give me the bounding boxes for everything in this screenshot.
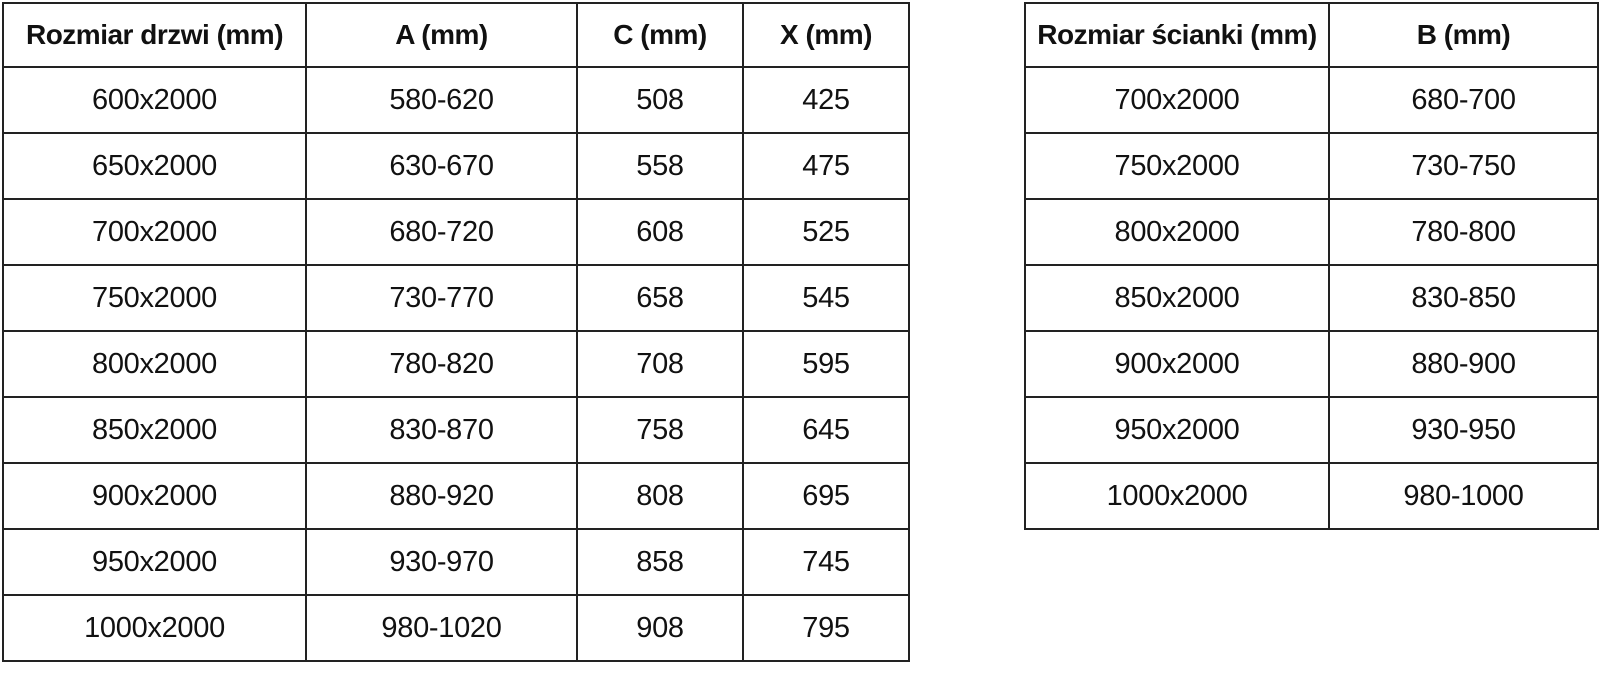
table-cell: 800x2000 xyxy=(1024,198,1330,266)
table-cell: 595 xyxy=(742,330,910,398)
table-cell: 908 xyxy=(576,594,744,662)
table-row: 650x2000 630-670 558 475 xyxy=(2,132,910,200)
table-cell: 630-670 xyxy=(305,132,578,200)
wall-table-body: 700x2000 680-700 750x2000 730-750 800x2000 78… xyxy=(1024,66,1599,530)
table-row: 950x2000 930-950 xyxy=(1024,396,1599,464)
table-cell: 980-1020 xyxy=(305,594,578,662)
column-header: Rozmiar drzwi (mm) xyxy=(2,2,307,68)
table-cell: 600x2000 xyxy=(2,66,307,134)
table-cell: 508 xyxy=(576,66,744,134)
table-cell: 900x2000 xyxy=(2,462,307,530)
table-row: 700x2000 680-700 xyxy=(1024,66,1599,134)
table-cell: 930-950 xyxy=(1328,396,1599,464)
table-cell: 745 xyxy=(742,528,910,596)
table-cell: 658 xyxy=(576,264,744,332)
table-cell: 545 xyxy=(742,264,910,332)
table-cell: 780-820 xyxy=(305,330,578,398)
table-cell: 880-900 xyxy=(1328,330,1599,398)
table-cell: 558 xyxy=(576,132,744,200)
table-cell: 475 xyxy=(742,132,910,200)
table-cell: 695 xyxy=(742,462,910,530)
table-cell: 930-970 xyxy=(305,528,578,596)
table-row: 1000x2000 980-1000 xyxy=(1024,462,1599,530)
table-cell: 645 xyxy=(742,396,910,464)
table-row: 600x2000 580-620 508 425 xyxy=(2,66,910,134)
column-header: Rozmiar ścianki (mm) xyxy=(1024,2,1330,68)
table-cell: 950x2000 xyxy=(2,528,307,596)
table-row: 900x2000 880-920 808 695 xyxy=(2,462,910,530)
table-cell: 708 xyxy=(576,330,744,398)
table-row: 850x2000 830-850 xyxy=(1024,264,1599,332)
table-cell: 880-920 xyxy=(305,462,578,530)
table-cell: 800x2000 xyxy=(2,330,307,398)
table-cell: 858 xyxy=(576,528,744,596)
column-header: C (mm) xyxy=(576,2,744,68)
table-cell: 758 xyxy=(576,396,744,464)
table-row: 750x2000 730-750 xyxy=(1024,132,1599,200)
table-cell: 808 xyxy=(576,462,744,530)
table-cell: 750x2000 xyxy=(1024,132,1330,200)
header-row: Rozmiar drzwi (mm) A (mm) C (mm) X (mm) xyxy=(2,2,910,68)
table-cell: 700x2000 xyxy=(2,198,307,266)
wall-size-table: Rozmiar ścianki (mm) B (mm) 700x2000 680-7… xyxy=(1024,2,1599,530)
table-cell: 950x2000 xyxy=(1024,396,1330,464)
table-cell: 980-1000 xyxy=(1328,462,1599,530)
table-cell: 830-850 xyxy=(1328,264,1599,332)
table-cell: 850x2000 xyxy=(2,396,307,464)
header-row: Rozmiar ścianki (mm) B (mm) xyxy=(1024,2,1599,68)
table-cell: 680-720 xyxy=(305,198,578,266)
table-cell: 425 xyxy=(742,66,910,134)
door-table-header: Rozmiar drzwi (mm) A (mm) C (mm) X (mm) xyxy=(2,2,910,68)
door-size-table: Rozmiar drzwi (mm) A (mm) C (mm) X (mm) 600… xyxy=(2,2,910,662)
table-cell: 580-620 xyxy=(305,66,578,134)
table-cell: 795 xyxy=(742,594,910,662)
table-row: 950x2000 930-970 858 745 xyxy=(2,528,910,596)
door-table-body: 600x2000 580-620 508 425 650x2000 630-670 558 4… xyxy=(2,66,910,662)
table-cell: 850x2000 xyxy=(1024,264,1330,332)
table-cell: 700x2000 xyxy=(1024,66,1330,134)
table-cell: 780-800 xyxy=(1328,198,1599,266)
table-row: 900x2000 880-900 xyxy=(1024,330,1599,398)
wall-table-header: Rozmiar ścianki (mm) B (mm) xyxy=(1024,2,1599,68)
table-row: 1000x2000 980-1020 908 795 xyxy=(2,594,910,662)
column-header: A (mm) xyxy=(305,2,578,68)
table-cell: 650x2000 xyxy=(2,132,307,200)
table-row: 800x2000 780-800 xyxy=(1024,198,1599,266)
table-row: 850x2000 830-870 758 645 xyxy=(2,396,910,464)
table-row: 800x2000 780-820 708 595 xyxy=(2,330,910,398)
table-cell: 900x2000 xyxy=(1024,330,1330,398)
table-row: 700x2000 680-720 608 525 xyxy=(2,198,910,266)
table-cell: 1000x2000 xyxy=(1024,462,1330,530)
table-cell: 730-750 xyxy=(1328,132,1599,200)
table-cell: 525 xyxy=(742,198,910,266)
table-cell: 730-770 xyxy=(305,264,578,332)
table-cell: 680-700 xyxy=(1328,66,1599,134)
table-cell: 1000x2000 xyxy=(2,594,307,662)
table-cell: 750x2000 xyxy=(2,264,307,332)
column-header: X (mm) xyxy=(742,2,910,68)
table-cell: 830-870 xyxy=(305,396,578,464)
column-header: B (mm) xyxy=(1328,2,1599,68)
table-cell: 608 xyxy=(576,198,744,266)
table-row: 750x2000 730-770 658 545 xyxy=(2,264,910,332)
